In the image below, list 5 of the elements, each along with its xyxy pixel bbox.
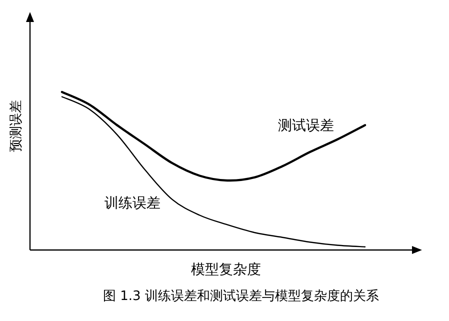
series-label: 测试误差 [278,118,334,134]
x-axis-title: 模型复杂度 [191,262,261,278]
y-axis-title: 预测误差 [9,100,24,152]
series-label: 训练误差 [104,195,161,212]
caption: 图 1.3 训练误差和测试误差与模型复杂度的关系 [103,288,379,304]
